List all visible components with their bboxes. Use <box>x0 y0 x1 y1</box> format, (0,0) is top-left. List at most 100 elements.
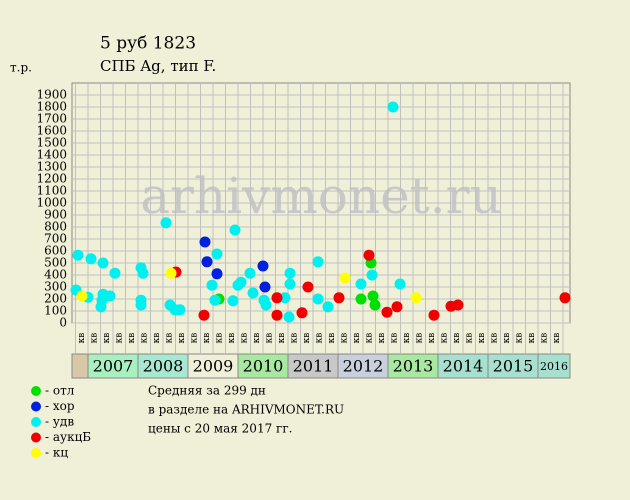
quarter-label: кв <box>327 333 337 344</box>
data-point <box>283 311 295 323</box>
y-tick-label: 1800 <box>36 100 67 114</box>
data-point <box>428 309 440 321</box>
legend-marker <box>31 386 41 396</box>
year-label: 2015 <box>493 357 534 376</box>
quarter-label: кв <box>227 333 237 344</box>
data-point <box>109 267 121 279</box>
quarter-label: кв <box>515 333 525 344</box>
year-band <box>337 353 389 379</box>
data-point <box>227 295 239 307</box>
quarter-label: кв <box>390 333 400 344</box>
quarter-label: кв <box>377 333 387 344</box>
data-point <box>355 293 367 305</box>
year-band <box>187 353 239 379</box>
year-label: 2012 <box>343 357 384 376</box>
quarter-label: кв <box>152 333 162 344</box>
quarter-label: кв <box>127 333 137 344</box>
y-tick-label: 1600 <box>36 124 67 138</box>
data-point <box>312 293 324 305</box>
quarter-label: кв <box>265 333 275 344</box>
data-point <box>259 281 271 293</box>
data-point <box>211 248 223 260</box>
y-tick-label: 100 <box>44 304 67 318</box>
quarter-label: кв <box>140 333 150 344</box>
data-point <box>201 256 213 268</box>
quarter-label: кв <box>252 333 262 344</box>
data-point <box>284 278 296 290</box>
data-point <box>369 299 381 311</box>
quarter-label: кв <box>240 333 250 344</box>
year-band <box>537 353 571 379</box>
quarter-label: кв <box>527 333 537 344</box>
year-label: 2010 <box>243 357 284 376</box>
data-point <box>363 249 375 261</box>
data-point <box>387 101 399 113</box>
quarter-label: кв <box>290 333 300 344</box>
year-band <box>437 353 489 379</box>
data-point <box>160 217 172 229</box>
data-point <box>244 267 256 279</box>
quarter-label: кв <box>165 333 175 344</box>
data-point <box>296 307 308 319</box>
note: в разделе на ARHIVMONET.RU <box>148 403 344 417</box>
y-tick-label: 1700 <box>36 112 67 126</box>
data-point <box>271 309 283 321</box>
data-point <box>367 290 379 302</box>
legend-label: - кц <box>45 446 68 460</box>
data-point <box>76 290 88 302</box>
y-tick-label: 1000 <box>36 196 67 210</box>
y-tick-label: 1500 <box>36 136 67 150</box>
y-tick-label: 1400 <box>36 148 67 162</box>
data-point <box>257 260 269 272</box>
y-axis-label: т.р. <box>10 61 32 75</box>
quarter-label: кв <box>452 333 462 344</box>
y-tick-label: 900 <box>44 208 67 222</box>
data-point <box>247 287 259 299</box>
quarter-label: кв <box>90 333 100 344</box>
quarter-label: кв <box>365 333 375 344</box>
data-point <box>198 309 210 321</box>
data-point <box>235 276 247 288</box>
y-tick-label: 800 <box>44 220 67 234</box>
legend-marker <box>31 417 41 427</box>
y-tick-label: 0 <box>59 316 67 330</box>
data-point <box>333 292 345 304</box>
legend-label: - отл <box>45 384 75 398</box>
legend-label: - хор <box>45 399 75 413</box>
data-point <box>260 299 272 311</box>
quarter-label: кв <box>402 333 412 344</box>
data-point <box>209 294 221 306</box>
quarter-label: кв <box>415 333 425 344</box>
data-point <box>271 292 283 304</box>
quarter-label: кв <box>465 333 475 344</box>
legend-label: - аукцБ <box>45 430 91 444</box>
data-point <box>394 278 406 290</box>
year-label: 2009 <box>193 357 234 376</box>
legend-marker <box>31 432 41 443</box>
data-point <box>85 253 97 265</box>
data-point <box>137 267 149 279</box>
chart-title: 5 руб 1823 <box>100 34 196 54</box>
legend-label: - удв <box>45 415 74 429</box>
quarter-label: кв <box>202 333 212 344</box>
quarter-label: кв <box>115 333 125 344</box>
note: Средняя за 299 дн <box>148 384 266 398</box>
data-point <box>312 256 324 268</box>
year-band <box>87 353 139 379</box>
data-point <box>206 279 218 291</box>
year-band <box>71 353 89 379</box>
data-point <box>284 267 296 279</box>
quarter-label: кв <box>177 333 187 344</box>
year-label: 2014 <box>443 357 484 376</box>
year-label: 2008 <box>143 357 184 376</box>
data-point <box>302 281 314 293</box>
watermark: arhivmonet.ru <box>140 167 502 225</box>
y-tick-label: 1300 <box>36 160 67 174</box>
quarter-label: кв <box>277 333 287 344</box>
year-band <box>387 353 439 379</box>
y-tick-label: 1100 <box>36 184 67 198</box>
data-point <box>410 292 422 304</box>
data-point <box>72 249 84 261</box>
data-point <box>339 272 351 284</box>
year-label: 2011 <box>293 357 334 376</box>
